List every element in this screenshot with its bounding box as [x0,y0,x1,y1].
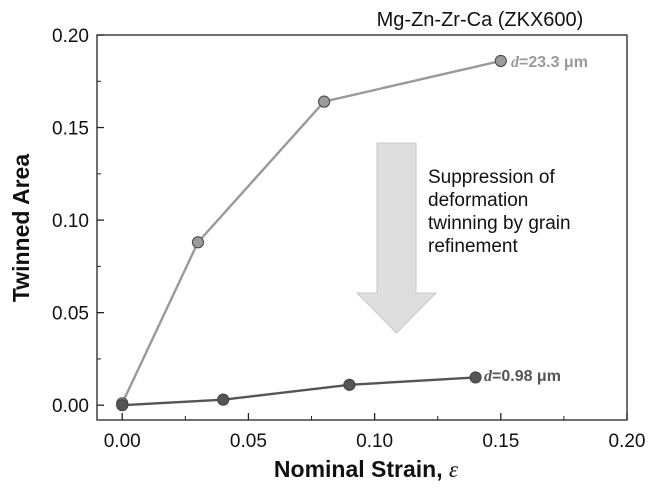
series-label-fine: d=0.98 μm [484,368,561,385]
data-point [469,371,482,384]
data-point [116,399,129,412]
series-line [122,376,476,407]
y-tick-label: 0.10 [52,211,89,232]
series-layer [116,54,507,412]
plot-frame [96,34,628,421]
suppression-arrow [355,142,438,334]
x-axis-title: Nominal Strain, ε [274,456,459,482]
x-tick-label: 0.15 [482,431,519,452]
y-axis-title: Twinned Area [8,154,34,302]
data-point [343,378,356,391]
series-2 [116,371,482,412]
data-point [217,393,230,406]
x-axis: 0.00 0.05 0.10 0.15 0.20 [104,413,646,452]
annotation-line-1: Suppression of [428,167,555,188]
x-tick-label: 0.10 [356,431,393,452]
annotation-text: Suppression of deformation twinning by g… [428,167,576,257]
data-point [494,54,507,68]
y-axis: 0.00 0.05 0.10 0.15 0.20 [52,26,104,417]
annotation-line-2: deformation [428,190,528,211]
x-axis-symbol: ε [449,457,459,482]
data-point [191,236,205,249]
series-label-fine-symbol: d [484,368,493,385]
series-label-coarse-symbol: d [511,54,520,71]
annotation-line-4: refinement [428,236,518,257]
x-tick-label: 0.20 [609,431,646,452]
annotation-line-3: twinning by grain [428,213,571,234]
down-arrow-icon [355,142,438,334]
series-label-fine-value: =0.98 μm [492,368,561,385]
y-tick-label: 0.15 [52,119,89,140]
series-line [121,59,502,404]
x-tick-label: 0.05 [230,431,267,452]
series-label-coarse-value: =23.3 μm [519,54,588,71]
chart-title: Mg-Zn-Zr-Ca (ZKX600) [377,9,584,31]
x-axis-title-text: Nominal Strain, [274,456,449,482]
y-tick-label: 0.00 [52,396,89,417]
y-tick-label: 0.05 [52,304,89,325]
y-tick-label: 0.20 [52,26,89,47]
series-label-coarse: d=23.3 μm [511,54,588,71]
x-tick-label: 0.00 [104,431,141,452]
data-point [318,95,331,108]
